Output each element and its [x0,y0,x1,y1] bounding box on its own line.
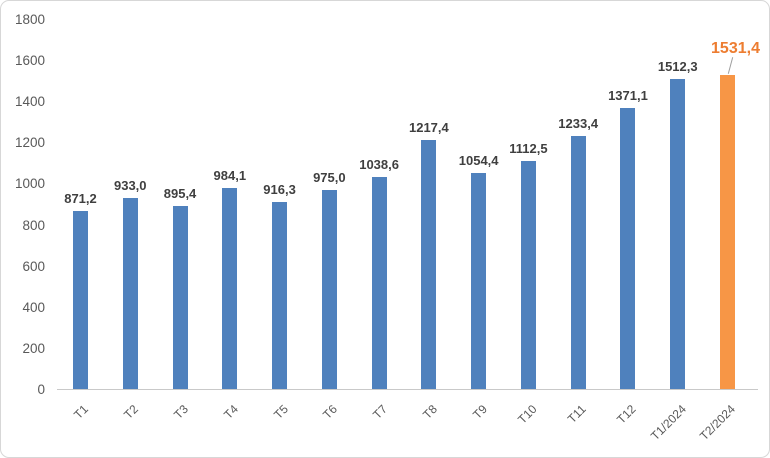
y-tick-label: 1200 [14,135,45,151]
bar-value-label: 1371,1 [608,88,648,104]
x-tick-label-T4: T4 [220,402,241,422]
y-tick-label: 600 [22,258,45,274]
bar-T12 [620,108,636,390]
y-tick-label: 1000 [14,176,45,192]
x-tick-label-T12: T12 [614,402,639,427]
bar-T10 [520,161,536,390]
bar-value-label: 871,2 [64,190,97,206]
bar-T11 [570,136,586,390]
bar-value-label: 1217,4 [408,119,449,135]
bar-T2/2024 [720,75,735,390]
bar-value-label: 895,4 [163,185,197,201]
x-tick-label-T9: T9 [469,402,490,422]
x-tick-label-T11: T11 [565,402,590,426]
bar-value-label: 1038,6 [359,156,399,172]
bar-T1 [73,210,88,390]
bar-T7 [371,176,387,390]
bar-value-label: 975,0 [313,169,346,185]
bar-value-label: 933,0 [113,178,147,194]
y-tick-label: 800 [22,217,45,233]
y-tick-label: 0 [37,382,45,397]
bar-T8 [421,139,437,390]
bar-T5 [272,201,288,390]
leader-line [727,57,733,75]
y-tick-label: 1800 [14,12,45,27]
bar-value-label: 1112,5 [509,141,548,157]
y-tick-label: 1400 [14,94,45,110]
x-tick-label-T7: T7 [370,402,391,422]
bar-value-label: 1233,4 [558,116,599,132]
x-tick-label-T1: T1 [71,402,92,422]
bar-T3 [172,205,188,390]
x-tick-label-T6: T6 [320,402,341,422]
x-tick-label-T2: T2 [121,402,142,422]
bar-T9 [471,173,487,390]
bar-value-label: 984,1 [213,167,247,183]
y-tick-label: 200 [22,340,45,356]
x-tick-label-T1/2024: T1/2024 [647,402,689,444]
x-tick-label-T2/2024: T2/2024 [697,402,739,444]
bar-value-label: 1512,3 [657,59,698,75]
y-tick-label: 400 [22,299,45,315]
x-tick-label-T10: T10 [514,402,540,427]
x-tick-label-T8: T8 [420,402,440,422]
bar-T4 [222,187,238,390]
bar-value-label: 1531,4 [711,40,760,58]
x-tick-label-T3: T3 [171,402,191,422]
x-axis-line [57,389,758,390]
x-tick-label-T5: T5 [270,402,291,422]
y-tick-label: 1600 [14,53,45,69]
bar-value-label: 1054,4 [458,153,499,169]
bar-T1/2024 [670,79,686,390]
bar-T6 [321,189,337,390]
bar-T2 [122,198,138,390]
bar-value-label: 916,3 [263,181,296,197]
